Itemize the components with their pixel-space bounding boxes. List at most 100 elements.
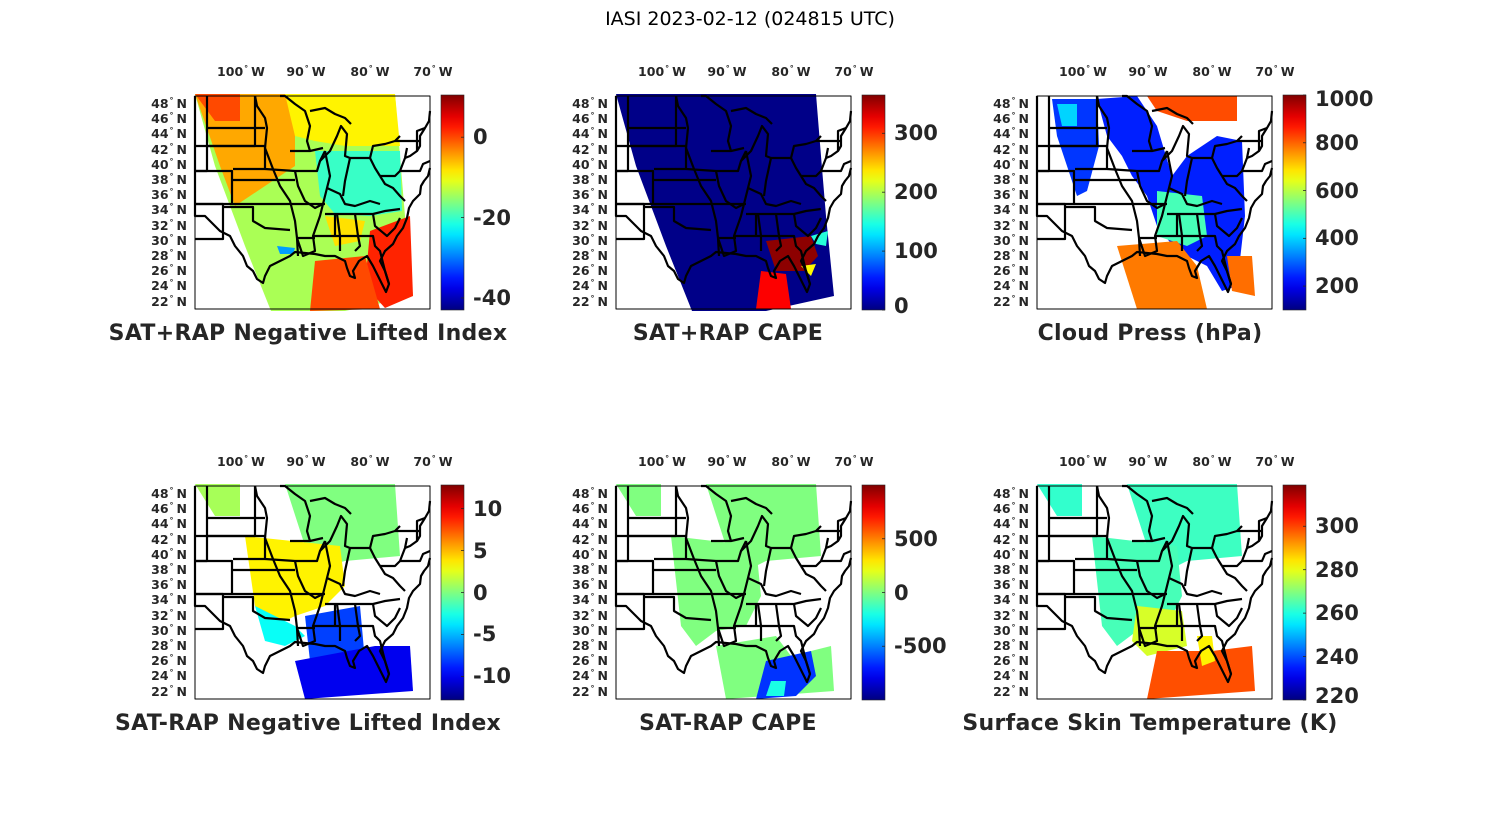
- state-boundary: [825, 500, 853, 550]
- colorbar-tick-label: 280: [1315, 557, 1359, 582]
- state-boundary: [711, 536, 745, 543]
- latitude-tick-label: 24° N: [151, 278, 187, 294]
- colorbar-tick-label: 240: [1315, 644, 1359, 669]
- latitude-tick-label: 26° N: [993, 653, 1029, 669]
- state-boundary: [1167, 597, 1243, 606]
- state-boundary: [341, 157, 352, 197]
- map-frame: [615, 95, 852, 310]
- longitude-tick-label: 100° W: [1059, 64, 1107, 79]
- longitude-tick-label: 80° W: [1192, 64, 1232, 79]
- state-boundary: [789, 525, 822, 549]
- state-boundary: [207, 534, 267, 561]
- latitude-tick-label: 34° N: [151, 592, 187, 608]
- state-boundary: [701, 484, 733, 542]
- state-boundary: [325, 207, 401, 216]
- state-boundary: [1137, 540, 1168, 563]
- latitude-tick-label: 40° N: [993, 156, 1029, 172]
- latitude-tick-label: 28° N: [572, 638, 608, 653]
- state-boundary: [716, 540, 753, 648]
- colorbar-tick-label: 800: [1315, 130, 1359, 155]
- data-region: [310, 256, 380, 311]
- state-boundary: [368, 525, 401, 549]
- latitude-tick-label: 22° N: [572, 683, 608, 699]
- data-region: [295, 646, 413, 699]
- latitude-tick-label: 30° N: [151, 232, 187, 248]
- state-boundary: [771, 156, 802, 177]
- state-boundary: [1037, 202, 1067, 241]
- state-boundary: [1037, 534, 1051, 563]
- latitude-tick-label: 44° N: [572, 126, 608, 142]
- state-boundary: [800, 175, 827, 202]
- state-boundary: [774, 603, 783, 642]
- state-boundary: [1049, 144, 1109, 171]
- data-region: [1127, 484, 1242, 576]
- state-boundary: [1161, 514, 1193, 552]
- latitude-tick-label: 42° N: [993, 141, 1029, 157]
- state-boundary: [1037, 559, 1076, 596]
- latitude-tick-label: 26° N: [572, 263, 608, 279]
- state-boundary: [616, 592, 646, 631]
- state-boundary: [1135, 560, 1166, 600]
- data-field: [616, 484, 834, 699]
- colorbar-tick-label: 5: [473, 538, 488, 563]
- colorbar: [1282, 94, 1307, 311]
- state-boundary: [1257, 516, 1268, 541]
- data-region: [1157, 191, 1207, 246]
- colorbar-tick-label: 300: [1315, 514, 1359, 539]
- state-boundary: [295, 540, 326, 563]
- state-boundary: [626, 486, 678, 538]
- data-region: [195, 484, 240, 516]
- state-boundary: [280, 94, 312, 152]
- state-boundaries: [193, 484, 432, 700]
- panel-title: SAT+RAP CAPE: [632, 321, 824, 346]
- latitude-tick-label: 44° N: [572, 516, 608, 532]
- state-boundary: [801, 147, 830, 178]
- latitude-tick-label: 44° N: [151, 126, 187, 142]
- colorbar-tick-label: 0: [894, 294, 909, 318]
- state-boundaries: [614, 484, 853, 700]
- state-boundary: [404, 500, 432, 550]
- state-boundary: [825, 110, 853, 160]
- latitude-tick-label: 36° N: [572, 187, 608, 203]
- latitude-tick-label: 28° N: [572, 248, 608, 263]
- data-region: [1147, 646, 1255, 699]
- latitude-tick-label: 28° N: [993, 638, 1029, 653]
- state-boundary: [341, 547, 352, 587]
- state-boundary: [716, 150, 753, 258]
- colorbar: [440, 94, 465, 311]
- latitude-tick-label: 30° N: [993, 622, 1029, 638]
- longitude-tick-label: 80° W: [771, 64, 811, 79]
- panel-title: SAT-RAP CAPE: [639, 711, 817, 736]
- colorbar: [440, 484, 465, 701]
- data-region: [1037, 484, 1082, 516]
- latitude-tick-label: 24° N: [993, 668, 1029, 684]
- data-field: [1052, 96, 1255, 309]
- state-boundary: [319, 124, 351, 162]
- state-boundary: [1192, 156, 1223, 177]
- data-region: [671, 536, 761, 646]
- state-boundary: [616, 534, 630, 563]
- state-boundary: [747, 187, 802, 208]
- state-boundary: [616, 144, 630, 173]
- state-boundary: [747, 577, 802, 598]
- colorbar-tick-label: 600: [1315, 178, 1359, 203]
- longitude-tick-label: 80° W: [1192, 454, 1232, 469]
- state-boundary: [205, 486, 257, 538]
- latitude-tick-label: 32° N: [151, 217, 187, 233]
- latitude-tick-label: 40° N: [151, 156, 187, 172]
- panel-title: SAT-RAP Negative Lifted Index: [114, 711, 502, 736]
- data-region: [277, 246, 295, 254]
- state-boundary: [326, 187, 381, 208]
- latitude-tick-label: 32° N: [572, 607, 608, 623]
- state-boundaries: [1035, 94, 1274, 310]
- latitude-tick-label: 26° N: [993, 263, 1029, 279]
- latitude-tick-label: 44° N: [151, 516, 187, 532]
- state-boundary: [1132, 146, 1166, 153]
- longitude-tick-label: 90° W: [286, 64, 326, 79]
- state-boundary: [1151, 496, 1194, 515]
- colorbar-tick-label: 200: [894, 180, 938, 205]
- state-boundary: [1167, 207, 1243, 216]
- latitude-tick-label: 36° N: [151, 577, 187, 593]
- state-boundary: [290, 146, 324, 153]
